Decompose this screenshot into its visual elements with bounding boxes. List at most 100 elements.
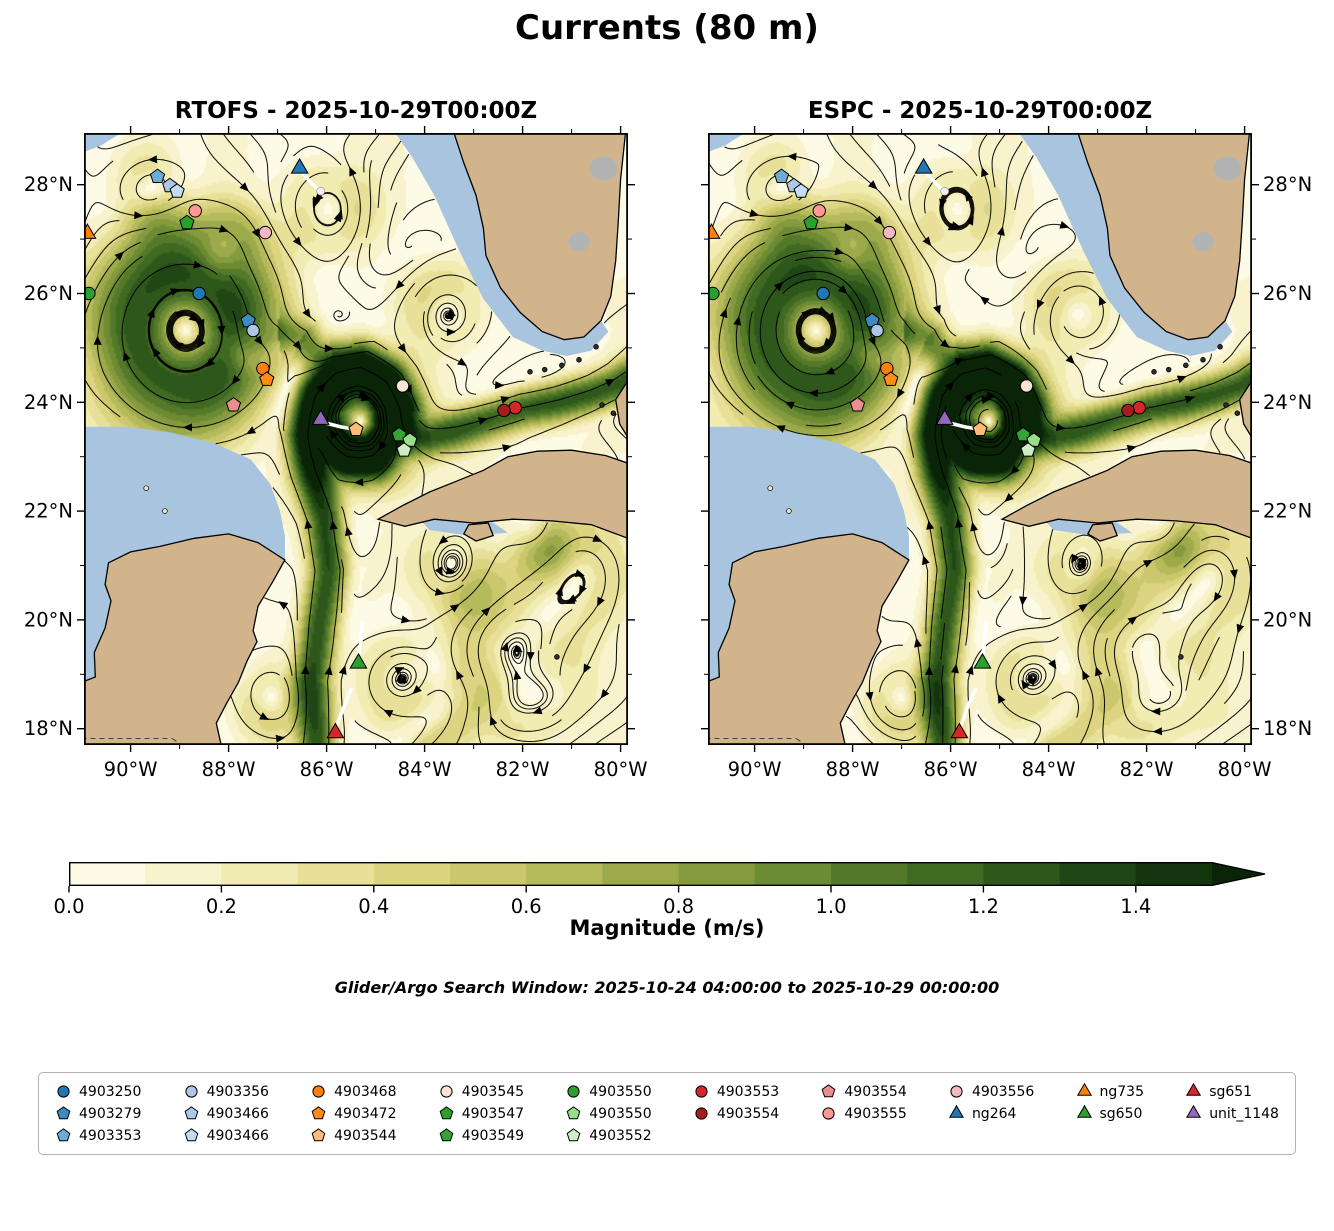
legend-label: 4903550 <box>589 1105 652 1122</box>
legend-item-ng264: ng264 <box>948 1105 1034 1122</box>
marker-4903545 <box>395 379 410 393</box>
marker-4903549 <box>391 426 407 442</box>
legend-item-4903550: 4903550 <box>565 1105 652 1122</box>
legend-item-4903547: 4903547 <box>438 1105 524 1122</box>
axis-ticks: 90°W 88°W 86°W 84°W 82°W 80°W 18°N 20°N 22°N 24°N… <box>701 126 1312 781</box>
land-isla-de-la-juventud <box>1086 522 1119 542</box>
legend-item-sg651: sg651 <box>1185 1083 1279 1100</box>
land-cuba <box>376 449 628 539</box>
marker-4903554 <box>1121 403 1135 418</box>
svg-text:26°N: 26°N <box>1263 282 1312 305</box>
islets <box>767 344 1241 660</box>
svg-text:1.4: 1.4 <box>1120 895 1151 918</box>
glider-track-sg651 <box>958 687 977 730</box>
glider-track-ng264 <box>300 170 323 194</box>
glider-track-sg651 <box>334 687 353 730</box>
legend-item-4903554: 4903554 <box>693 1105 779 1122</box>
pentagon-marker-icon <box>56 1128 71 1142</box>
land-isla-de-la-juventud <box>462 522 495 542</box>
panel-title-rtofs: RTOFS - 2025-10-29T00:00Z <box>174 98 538 124</box>
platform-markers <box>708 157 1146 739</box>
marker-4903547 <box>179 214 195 230</box>
flow-arrows <box>719 152 1245 736</box>
legend-label: unit_1148 <box>1209 1105 1279 1122</box>
marker-4903553 <box>1132 401 1146 415</box>
legend-label: 4903356 <box>206 1083 269 1100</box>
land-yucatan-peninsula <box>708 533 910 745</box>
marker-4903544 <box>972 421 988 436</box>
legend-label: ng735 <box>1099 1083 1144 1100</box>
triangle-marker-icon <box>1186 1083 1202 1096</box>
svg-text:20°N: 20°N <box>24 608 73 631</box>
land-cuba <box>1000 449 1252 539</box>
legend-label: 4903554 <box>844 1083 907 1100</box>
search-window-note: Glider/Argo Search Window: 2025-10-24 04… <box>334 978 1000 997</box>
gray-patches <box>1192 156 1242 252</box>
marker-sg650 <box>349 652 368 669</box>
circle-marker-icon <box>950 1085 963 1098</box>
glider-tracks <box>924 170 988 730</box>
legend-label: 4903555 <box>844 1105 907 1122</box>
svg-text:28°N: 28°N <box>1263 173 1312 196</box>
legend-column: 4903545 4903547 4903549 <box>438 1083 524 1144</box>
legend-label: 4903466 <box>206 1127 269 1144</box>
figure-title: Currents (80 m) <box>515 8 819 48</box>
circle-marker-icon <box>184 1085 198 1098</box>
marker-sg651 <box>950 722 969 739</box>
legend-item-ng735: ng735 <box>1076 1083 1144 1100</box>
circle-marker-icon <box>57 1085 70 1098</box>
svg-text:26°N: 26°N <box>24 282 73 305</box>
gray-patches <box>568 156 618 252</box>
pentagon-marker-icon <box>311 1106 326 1120</box>
pentagon-marker-icon <box>184 1128 198 1142</box>
svg-text:82°W: 82°W <box>1120 758 1174 781</box>
islets <box>143 344 617 660</box>
svg-text:90°W: 90°W <box>728 758 782 781</box>
legend-item-4903555: 4903555 <box>820 1105 907 1122</box>
marker-unit_1148 <box>935 409 954 425</box>
pentagon-marker-icon <box>56 1106 71 1120</box>
svg-text:0.2: 0.2 <box>206 895 237 918</box>
circle-marker-icon <box>312 1085 325 1098</box>
marker-unit_1148 <box>311 409 330 425</box>
marker-4903552 <box>1020 442 1036 457</box>
pentagon-marker-icon <box>311 1128 326 1142</box>
marker-4903554 <box>849 396 866 412</box>
legend-item-4903550: 4903550 <box>565 1083 652 1100</box>
svg-text:0.8: 0.8 <box>663 895 694 918</box>
legend-label: 4903547 <box>461 1105 525 1122</box>
marker-4903545 <box>1019 379 1034 393</box>
marker-4903353 <box>149 168 166 183</box>
legend-column: ng735 sg650 <box>1076 1083 1144 1144</box>
land <box>84 133 628 745</box>
marker-4903544 <box>348 421 364 436</box>
colorbar: 0.0 0.2 0.4 0.6 0.8 1.0 1.2 1.4 <box>53 862 1266 918</box>
marker-sg650 <box>973 652 992 669</box>
svg-text:80°W: 80°W <box>1218 758 1272 781</box>
legend-item-4903554: 4903554 <box>820 1083 907 1100</box>
triangle-marker-icon <box>1186 1105 1202 1118</box>
pentagon-marker-icon <box>566 1106 581 1120</box>
legend-label: 4903552 <box>589 1127 652 1144</box>
legend-label: sg651 <box>1209 1083 1253 1100</box>
svg-text:24°N: 24°N <box>24 391 73 414</box>
svg-text:28°N: 28°N <box>24 173 73 196</box>
triangle-marker-icon <box>1076 1105 1092 1118</box>
marker-4903356 <box>246 323 260 338</box>
legend-label: 4903549 <box>461 1127 525 1144</box>
legend-column: 4903468 4903472 4903544 <box>310 1083 396 1144</box>
legend-label: 4903472 <box>334 1105 397 1122</box>
marker-4903472 <box>883 371 899 386</box>
svg-text:1.2: 1.2 <box>968 895 999 918</box>
legend-label: 4903556 <box>971 1083 1035 1100</box>
marker-4903555 <box>188 204 202 218</box>
map-frame <box>83 132 629 746</box>
marker-4903250 <box>192 286 206 301</box>
panel-title-espc: ESPC - 2025-10-29T00:00Z <box>807 98 1153 124</box>
legend-label: 4903466 <box>206 1105 269 1122</box>
pentagon-marker-icon <box>566 1128 581 1142</box>
legend-item-4903466: 4903466 <box>183 1105 269 1122</box>
legend-label: 4903279 <box>79 1105 142 1122</box>
marker-sg651 <box>326 722 345 739</box>
legend-item-4903553: 4903553 <box>693 1083 779 1100</box>
